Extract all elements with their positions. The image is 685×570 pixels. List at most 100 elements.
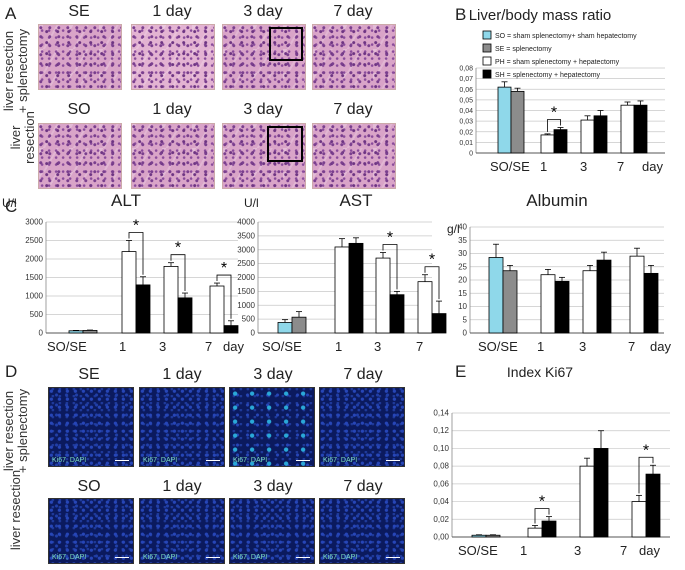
significance-bracket-ALT: [216, 274, 232, 319]
y-axis-label-Albumin: g/l: [447, 222, 460, 236]
legend-label-so: SO = sham splenectomy+ sham hepatectomy: [495, 33, 637, 40]
significance-bracket-Ki67: [534, 508, 550, 524]
inset-frame: [267, 126, 303, 162]
bar-Ki67-7-SH: [645, 473, 661, 538]
chart-title-Ki67: Index Ki67: [507, 364, 573, 380]
panel-d-label-7day: 7 day: [343, 366, 383, 383]
bar-B-3-SE: [593, 115, 608, 154]
bar-ALT-7-SH: [223, 325, 239, 334]
y-tick-label-B: 0,08: [459, 66, 473, 73]
bar-ALT-1-PH: [121, 251, 137, 334]
he-image-7day-so: [312, 123, 396, 189]
panel-d-label-1day: 1 day: [162, 366, 202, 383]
y-tick-label-Albumin: 40: [458, 223, 467, 232]
chart-title-AST: AST: [339, 191, 372, 210]
y-tick-label-B: 0,07: [459, 76, 473, 83]
significance-bracket-AST: [424, 266, 440, 300]
y-tick-label-ALT: 2500: [25, 236, 43, 245]
legend-label-ph: PH = sham splenectomy + hepatectomy: [495, 59, 620, 66]
y-tick-label-AST: 3500: [237, 231, 255, 240]
panel-a-label-1day: 1 day: [152, 3, 192, 20]
panel-d-label-se: SE: [78, 366, 100, 383]
significance-star-Ki67: *: [539, 494, 545, 511]
bar-Albumin-1-SH: [554, 280, 570, 334]
panel-d-letter: D: [5, 362, 18, 381]
bar-AST-7-SH: [431, 313, 447, 334]
y-tick-label-ALT: 3000: [25, 218, 43, 227]
legend-swatch-se: [482, 43, 492, 53]
bar-B-3-SO: [580, 119, 595, 154]
x-axis-suffix-ALT: day: [223, 339, 244, 354]
bar-ALT-3-PH: [163, 265, 179, 334]
panel-a-label-3day-so: 3 day: [243, 101, 283, 118]
x-tick-label-B: 1: [540, 159, 547, 174]
x-tick-label-Albumin: 3: [579, 339, 586, 354]
y-tick-label-Albumin: 35: [458, 236, 467, 245]
bar-AST-SO/SE-SH: [291, 316, 307, 334]
he-image-so: [38, 123, 122, 189]
panel-a-label-7day-so: 7 day: [333, 101, 373, 118]
y-tick-label-ALT: 500: [30, 310, 44, 319]
bar-Albumin-7-SH: [643, 272, 659, 334]
panel-a-label-so: SO: [67, 101, 91, 118]
y-tick-label-ALT: 1500: [25, 273, 43, 282]
bar-B-7-SO: [620, 104, 635, 154]
bar-AST-SO/SE-PH: [277, 322, 293, 334]
significance-star-AST: *: [387, 230, 393, 247]
x-tick-label-AST: 1: [335, 339, 342, 354]
ki67-image-so: Ki67, DAPI: [48, 498, 134, 564]
y-tick-label-Ki67: 0,02: [433, 515, 449, 524]
x-axis-suffix-B: day: [642, 159, 663, 174]
panel-a-letter: A: [5, 4, 17, 23]
x-tick-label-Albumin: 1: [537, 339, 544, 354]
inset-frame: [269, 27, 303, 61]
bar-ALT-SO/SE-PH: [68, 330, 84, 334]
he-image-1day-so: [131, 123, 215, 189]
ki67-image-7day-so: Ki67, DAPI: [319, 498, 405, 564]
x-tick-label-Ki67: SO/SE: [458, 543, 498, 558]
y-tick-label-AST: 3000: [237, 245, 255, 254]
bar-Ki67-3-SH: [593, 448, 609, 538]
y-tick-label-Ki67: 0,06: [433, 479, 449, 488]
x-tick-label-Ki67: 1: [520, 543, 527, 558]
ki67-image-3day-so: Ki67, DAPI: [229, 498, 315, 564]
x-tick-label-Ki67: 3: [574, 543, 581, 558]
y-tick-label-AST: 500: [242, 315, 256, 324]
he-image-3day-se: [222, 24, 306, 90]
ki67-image-7day-se: Ki67, DAPI: [319, 387, 405, 467]
x-axis-suffix-Albumin: day: [650, 339, 671, 354]
significance-bracket-B: [547, 119, 561, 132]
y-tick-label-B: 0: [469, 151, 473, 158]
x-tick-label-B: 7: [617, 159, 624, 174]
y-tick-label-Albumin: 10: [458, 302, 467, 311]
y-tick-label-AST: 1500: [237, 287, 255, 296]
he-image-se: [38, 24, 122, 90]
y-tick-label-Albumin: 15: [458, 289, 467, 298]
significance-star-B: *: [551, 105, 557, 122]
y-tick-label-B: 0,04: [459, 108, 473, 115]
he-image-7day-se: [312, 24, 396, 90]
x-tick-label-ALT: 3: [159, 339, 166, 354]
y-tick-label-Ki67: 0,12: [433, 426, 449, 435]
x-tick-label-ALT: 1: [119, 339, 126, 354]
x-tick-label-Ki67: 7: [620, 543, 627, 558]
he-image-3day-so: [222, 123, 306, 189]
ki67-image-1day-so: Ki67, DAPI: [139, 498, 225, 564]
y-tick-label-B: 0,06: [459, 87, 473, 94]
legend-label-sh: SH = splenectomy + hepatectomy: [495, 72, 601, 79]
y-axis-label-ALT: U/l: [2, 196, 17, 210]
y-tick-label-AST: 2500: [237, 259, 255, 268]
y-tick-label-Albumin: 30: [458, 249, 467, 258]
y-tick-label-Albumin: 5: [463, 315, 468, 324]
bar-Albumin-SO/SE-PH: [488, 257, 504, 334]
ki67-image-1day-se: Ki67, DAPI: [139, 387, 225, 467]
panel-d-label-3day: 3 day: [253, 366, 293, 383]
y-tick-label-AST: 0: [251, 329, 256, 338]
x-tick-label-Albumin: SO/SE: [478, 339, 518, 354]
panel-letter-B: B: [455, 5, 466, 24]
bar-B-SO/SE-SE: [510, 90, 525, 154]
panel-d-label-so: SO: [77, 478, 101, 495]
bar-ALT-SO/SE-SH: [82, 330, 98, 334]
bar-Albumin-3-SH: [596, 259, 612, 334]
bar-ALT-3-SH: [177, 297, 193, 334]
